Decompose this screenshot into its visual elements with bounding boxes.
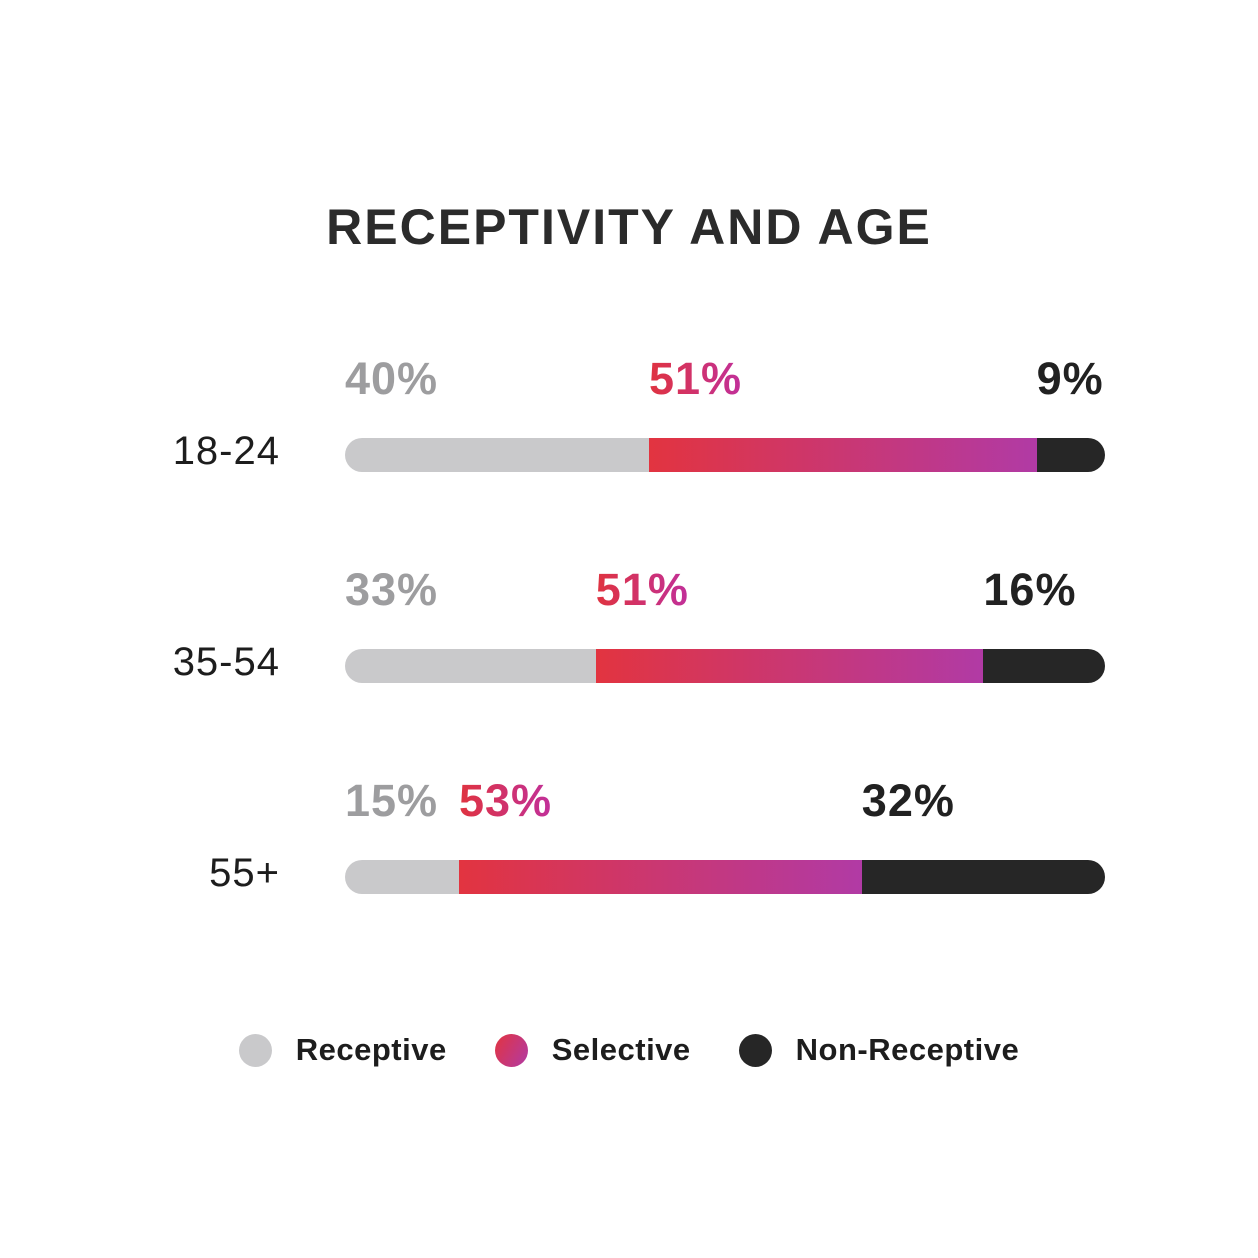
bar-segment-non-receptive (983, 649, 1105, 683)
stacked-bar (345, 649, 1105, 683)
bar-row-55-: 55+ 15% 53% 32% (0, 778, 1105, 989)
legend-label-non-receptive: Non-Receptive (795, 1032, 1020, 1067)
bar-segment-selective (595, 649, 984, 683)
legend-label-receptive: Receptive (295, 1032, 447, 1067)
bar-area: 40% 51% 9% (345, 356, 1105, 567)
bar-area: 33% 51% 16% (345, 567, 1105, 778)
value-label-selective: 51% (595, 564, 689, 615)
stacked-bar (345, 438, 1105, 472)
stacked-bar (345, 860, 1105, 894)
legend-dot-selective-icon (494, 1033, 528, 1067)
bar-segment-non-receptive (1036, 438, 1105, 472)
value-label-receptive: 33% (345, 564, 439, 615)
bar-row-18-24: 18-24 40% 51% 9% (0, 356, 1105, 567)
bar-row-35-54: 35-54 33% 51% 16% (0, 567, 1105, 778)
bar-segment-selective (649, 438, 1037, 472)
value-label-selective: 53% (459, 775, 553, 826)
value-label-non-receptive: 16% (983, 564, 1077, 615)
value-label-receptive: 40% (345, 353, 439, 404)
age-group-label: 55+ (209, 850, 280, 895)
bar-rows: 18-24 40% 51% 9% 35-54 33% 51% 16% 55+ 15% 53% 32% (0, 356, 1105, 989)
legend-item-selective: Selective (494, 1032, 691, 1068)
legend-dot-receptive-icon (238, 1033, 272, 1067)
legend-item-receptive: Receptive (238, 1032, 447, 1068)
value-label-receptive: 15% (345, 775, 439, 826)
value-label-non-receptive: 9% (1036, 353, 1104, 404)
bar-area: 15% 53% 32% (345, 778, 1105, 989)
legend-label-selective: Selective (551, 1032, 691, 1067)
age-group-label: 35-54 (172, 639, 280, 684)
bar-segment-selective (459, 860, 862, 894)
chart-title: RECEPTIVITY AND AGE (326, 199, 932, 255)
legend-dot-non-receptive-icon (738, 1033, 772, 1067)
legend-item-non-receptive: Non-Receptive (738, 1032, 1020, 1068)
bar-segment-receptive (345, 649, 596, 683)
value-label-selective: 51% (649, 353, 743, 404)
age-group-label: 18-24 (172, 428, 280, 473)
legend: Receptive Selective Non-Receptive (0, 1032, 1258, 1068)
bar-segment-receptive (345, 860, 459, 894)
bar-segment-receptive (345, 438, 649, 472)
bar-segment-non-receptive (861, 860, 1105, 894)
value-label-non-receptive: 32% (861, 775, 955, 826)
